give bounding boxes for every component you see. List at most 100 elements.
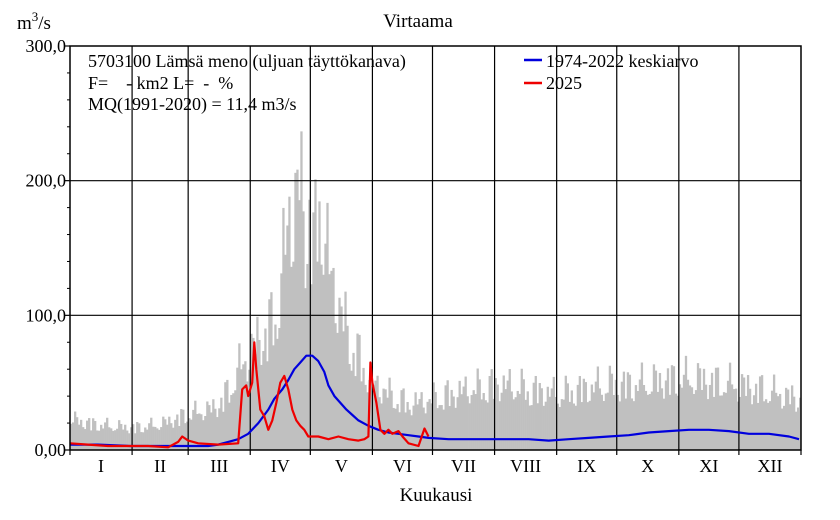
range-bar xyxy=(72,422,75,450)
range-bar xyxy=(304,288,307,450)
legend-label-current: 2025 xyxy=(546,73,582,93)
range-bar xyxy=(146,429,149,450)
range-bar xyxy=(144,427,147,450)
range-bar xyxy=(702,368,706,450)
range-bar xyxy=(84,429,87,450)
range-bar xyxy=(786,389,790,450)
range-bar xyxy=(642,385,646,450)
range-bar xyxy=(606,392,610,450)
range-bar xyxy=(558,407,561,450)
range-bar xyxy=(286,225,289,450)
range-bar xyxy=(490,369,493,450)
range-bar xyxy=(648,394,652,450)
range-bar xyxy=(578,376,581,450)
range-bar xyxy=(238,343,241,450)
range-bar xyxy=(268,299,271,450)
range-bar xyxy=(400,390,403,450)
range-bar xyxy=(402,388,405,450)
x-tick-label: II xyxy=(154,456,166,476)
range-bar xyxy=(732,389,736,450)
range-bar xyxy=(430,403,433,450)
range-bar xyxy=(176,414,179,450)
range-bar xyxy=(356,333,359,450)
range-bar xyxy=(656,391,660,450)
range-bar xyxy=(232,393,235,450)
y-tick-label: 200,0 xyxy=(26,171,67,191)
range-bar xyxy=(560,399,563,450)
range-bar xyxy=(518,393,521,450)
range-bar xyxy=(166,424,169,450)
range-bar xyxy=(522,379,525,450)
range-bar xyxy=(542,405,545,450)
range-bar xyxy=(344,291,347,450)
range-bar xyxy=(236,367,239,450)
x-tick-label: VI xyxy=(393,456,412,476)
range-bar xyxy=(416,404,419,450)
range-bar xyxy=(96,430,99,450)
range-bar xyxy=(468,403,471,450)
range-bar xyxy=(602,400,606,450)
range-bar xyxy=(188,418,191,450)
range-bar xyxy=(460,394,463,450)
range-bar xyxy=(796,407,800,450)
range-bar xyxy=(302,211,305,450)
range-bar xyxy=(566,383,569,450)
range-bar xyxy=(390,390,393,450)
range-bar xyxy=(496,384,499,450)
range-bar xyxy=(526,391,529,450)
x-tick-label: III xyxy=(210,456,228,476)
range-bar xyxy=(538,383,541,450)
range-bar xyxy=(622,371,626,450)
range-bar xyxy=(432,382,435,450)
range-bar xyxy=(554,396,557,450)
range-bar xyxy=(196,413,199,450)
range-bar xyxy=(192,409,195,450)
range-bars xyxy=(70,131,802,451)
range-bar xyxy=(492,398,495,450)
range-bar xyxy=(290,266,293,450)
range-bar xyxy=(298,200,301,450)
range-bar xyxy=(478,379,481,450)
range-bar xyxy=(710,372,714,450)
y-axis-unit-label: m3/s xyxy=(17,9,51,34)
range-bar xyxy=(86,420,89,450)
range-bar xyxy=(744,395,748,450)
range-bar xyxy=(760,375,764,450)
range-bar xyxy=(198,413,201,450)
range-bar xyxy=(728,362,732,450)
range-bar xyxy=(88,418,91,450)
range-bar xyxy=(502,375,505,450)
range-bar xyxy=(652,364,656,450)
range-bar xyxy=(782,405,786,450)
range-bar xyxy=(708,384,712,450)
range-bar xyxy=(618,401,622,450)
range-bar xyxy=(486,402,489,450)
range-bar xyxy=(374,380,377,450)
range-bar xyxy=(334,323,337,450)
range-bar xyxy=(296,169,299,450)
range-bar xyxy=(608,365,612,450)
range-bar xyxy=(108,427,111,450)
range-bar xyxy=(216,417,219,450)
range-bar xyxy=(152,426,155,450)
range-bar xyxy=(660,388,664,450)
range-bar xyxy=(714,367,718,450)
range-bar xyxy=(664,380,668,450)
range-bar xyxy=(766,402,770,450)
x-axis-ticks: I II III IV V VI VII VIII IX X XI XII xyxy=(69,450,802,476)
range-bar xyxy=(442,409,445,450)
range-bar xyxy=(140,432,143,450)
range-bar xyxy=(174,419,177,450)
range-bar xyxy=(746,375,750,450)
range-bar xyxy=(338,297,341,450)
range-bar xyxy=(220,397,223,450)
range-bar xyxy=(610,373,614,450)
range-bar xyxy=(342,331,345,450)
range-bar xyxy=(694,390,698,450)
range-bar xyxy=(274,324,277,450)
range-bar xyxy=(282,207,285,450)
range-bar xyxy=(300,131,303,450)
range-bar xyxy=(136,422,139,450)
range-bar xyxy=(530,405,533,450)
